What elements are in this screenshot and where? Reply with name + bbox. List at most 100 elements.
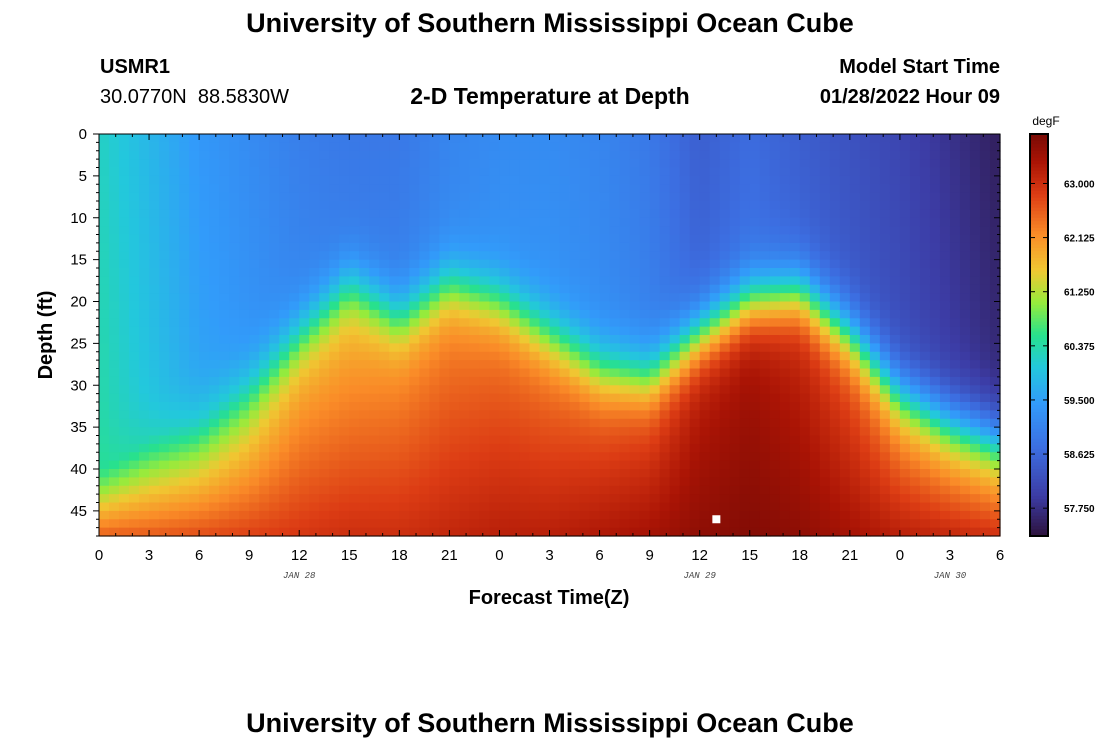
heatmap-cell [509,301,521,311]
heatmap-cell [419,184,430,194]
heatmap-cell [949,234,961,244]
heatmap-cell [479,192,491,202]
heatmap-cell [349,201,360,210]
heatmap-cell [189,134,200,143]
heatmap-cell [899,159,911,169]
heatmap-cell [929,318,941,328]
heatmap-cell [419,226,430,236]
heatmap-cell [449,150,460,160]
heatmap-cell [589,268,601,277]
heatmap-cell [699,201,711,210]
heatmap-cell [909,343,921,353]
heatmap-cell [659,460,671,470]
heatmap-cell [349,485,360,495]
heatmap-cell [849,276,861,286]
heatmap-cell [639,343,651,353]
heatmap-cell [699,502,711,512]
heatmap-cell [229,201,240,210]
heatmap-cell [339,175,350,185]
heatmap-cell [579,326,591,336]
heatmap-cell [629,368,641,378]
heatmap-cell [339,418,350,428]
heatmap-cell [749,175,761,185]
heatmap-cell [739,242,751,252]
heatmap-cell [669,209,681,219]
heatmap-cell [909,494,921,504]
heatmap-cell [859,427,871,437]
heatmap-cell [519,469,531,478]
heatmap-cell [619,251,631,261]
heatmap-cell [679,335,691,344]
heatmap-cell [919,335,931,344]
heatmap-cell [939,234,951,244]
heatmap-cell [789,494,801,504]
heatmap-cell [359,192,370,202]
heatmap-cell [299,368,310,378]
heatmap-cell [139,368,150,378]
heatmap-cell [559,469,571,478]
heatmap-cell [169,460,180,470]
heatmap-cell [119,318,130,328]
heatmap-cell [559,418,571,428]
heatmap-cell [499,175,511,185]
heatmap-cell [379,376,390,386]
heatmap-cell [769,184,781,194]
heatmap-cell [459,527,471,537]
heatmap-cell [809,402,821,411]
heatmap-cell [589,293,601,303]
heatmap-cell [889,242,901,252]
heatmap-cell [399,159,410,169]
heatmap-cell [319,159,330,169]
heatmap-cell [609,284,621,294]
heatmap-cell [639,502,651,512]
heatmap-cell [559,502,571,512]
heatmap-cell [719,268,731,277]
heatmap-cell [609,251,621,261]
heatmap-cell [409,519,420,529]
heatmap-cell [509,427,521,437]
heatmap-cell [579,477,591,487]
heatmap-cell [99,309,110,319]
heatmap-cell [769,175,781,185]
heatmap-cell [369,251,380,261]
heatmap-cell [109,393,120,403]
heatmap-cell [469,184,481,194]
heatmap-cell [579,242,591,252]
heatmap-cell [729,477,741,487]
heatmap-cell [319,242,330,252]
heatmap-cell [719,443,731,453]
heatmap-cell [409,318,420,328]
colorbar-swatch [1030,422,1048,427]
heatmap-cell [829,443,841,453]
heatmap-cell [449,510,460,520]
heatmap-cell [329,184,340,194]
heatmap-cell [779,150,791,160]
heatmap-cell [609,452,621,462]
heatmap-cell [659,519,671,529]
heatmap-cell [109,335,120,344]
heatmap-cell [759,184,771,194]
x-tick-label: 21 [441,547,458,564]
heatmap-cell [689,435,701,445]
heatmap-cell [439,519,450,529]
heatmap-cell [599,284,611,294]
heatmap-cell [659,159,671,169]
heatmap-cell [259,351,270,361]
heatmap-cell [439,368,450,378]
heatmap-cell [179,351,190,361]
colorbar-swatch [1030,170,1048,175]
heatmap-cell [729,309,741,319]
heatmap-cell [309,376,320,386]
heatmap-cell [929,134,941,143]
heatmap-cell [179,159,190,169]
heatmap-cell [479,167,491,177]
heatmap-cell [629,309,641,319]
heatmap-cell [289,184,300,194]
heatmap-cell [129,435,140,445]
heatmap-cell [809,502,821,512]
heatmap-cell [799,452,811,462]
colorbar-swatch [1030,140,1048,145]
heatmap-cell [649,452,661,462]
heatmap-cell [489,268,501,277]
colorbar-swatch [1030,432,1048,437]
